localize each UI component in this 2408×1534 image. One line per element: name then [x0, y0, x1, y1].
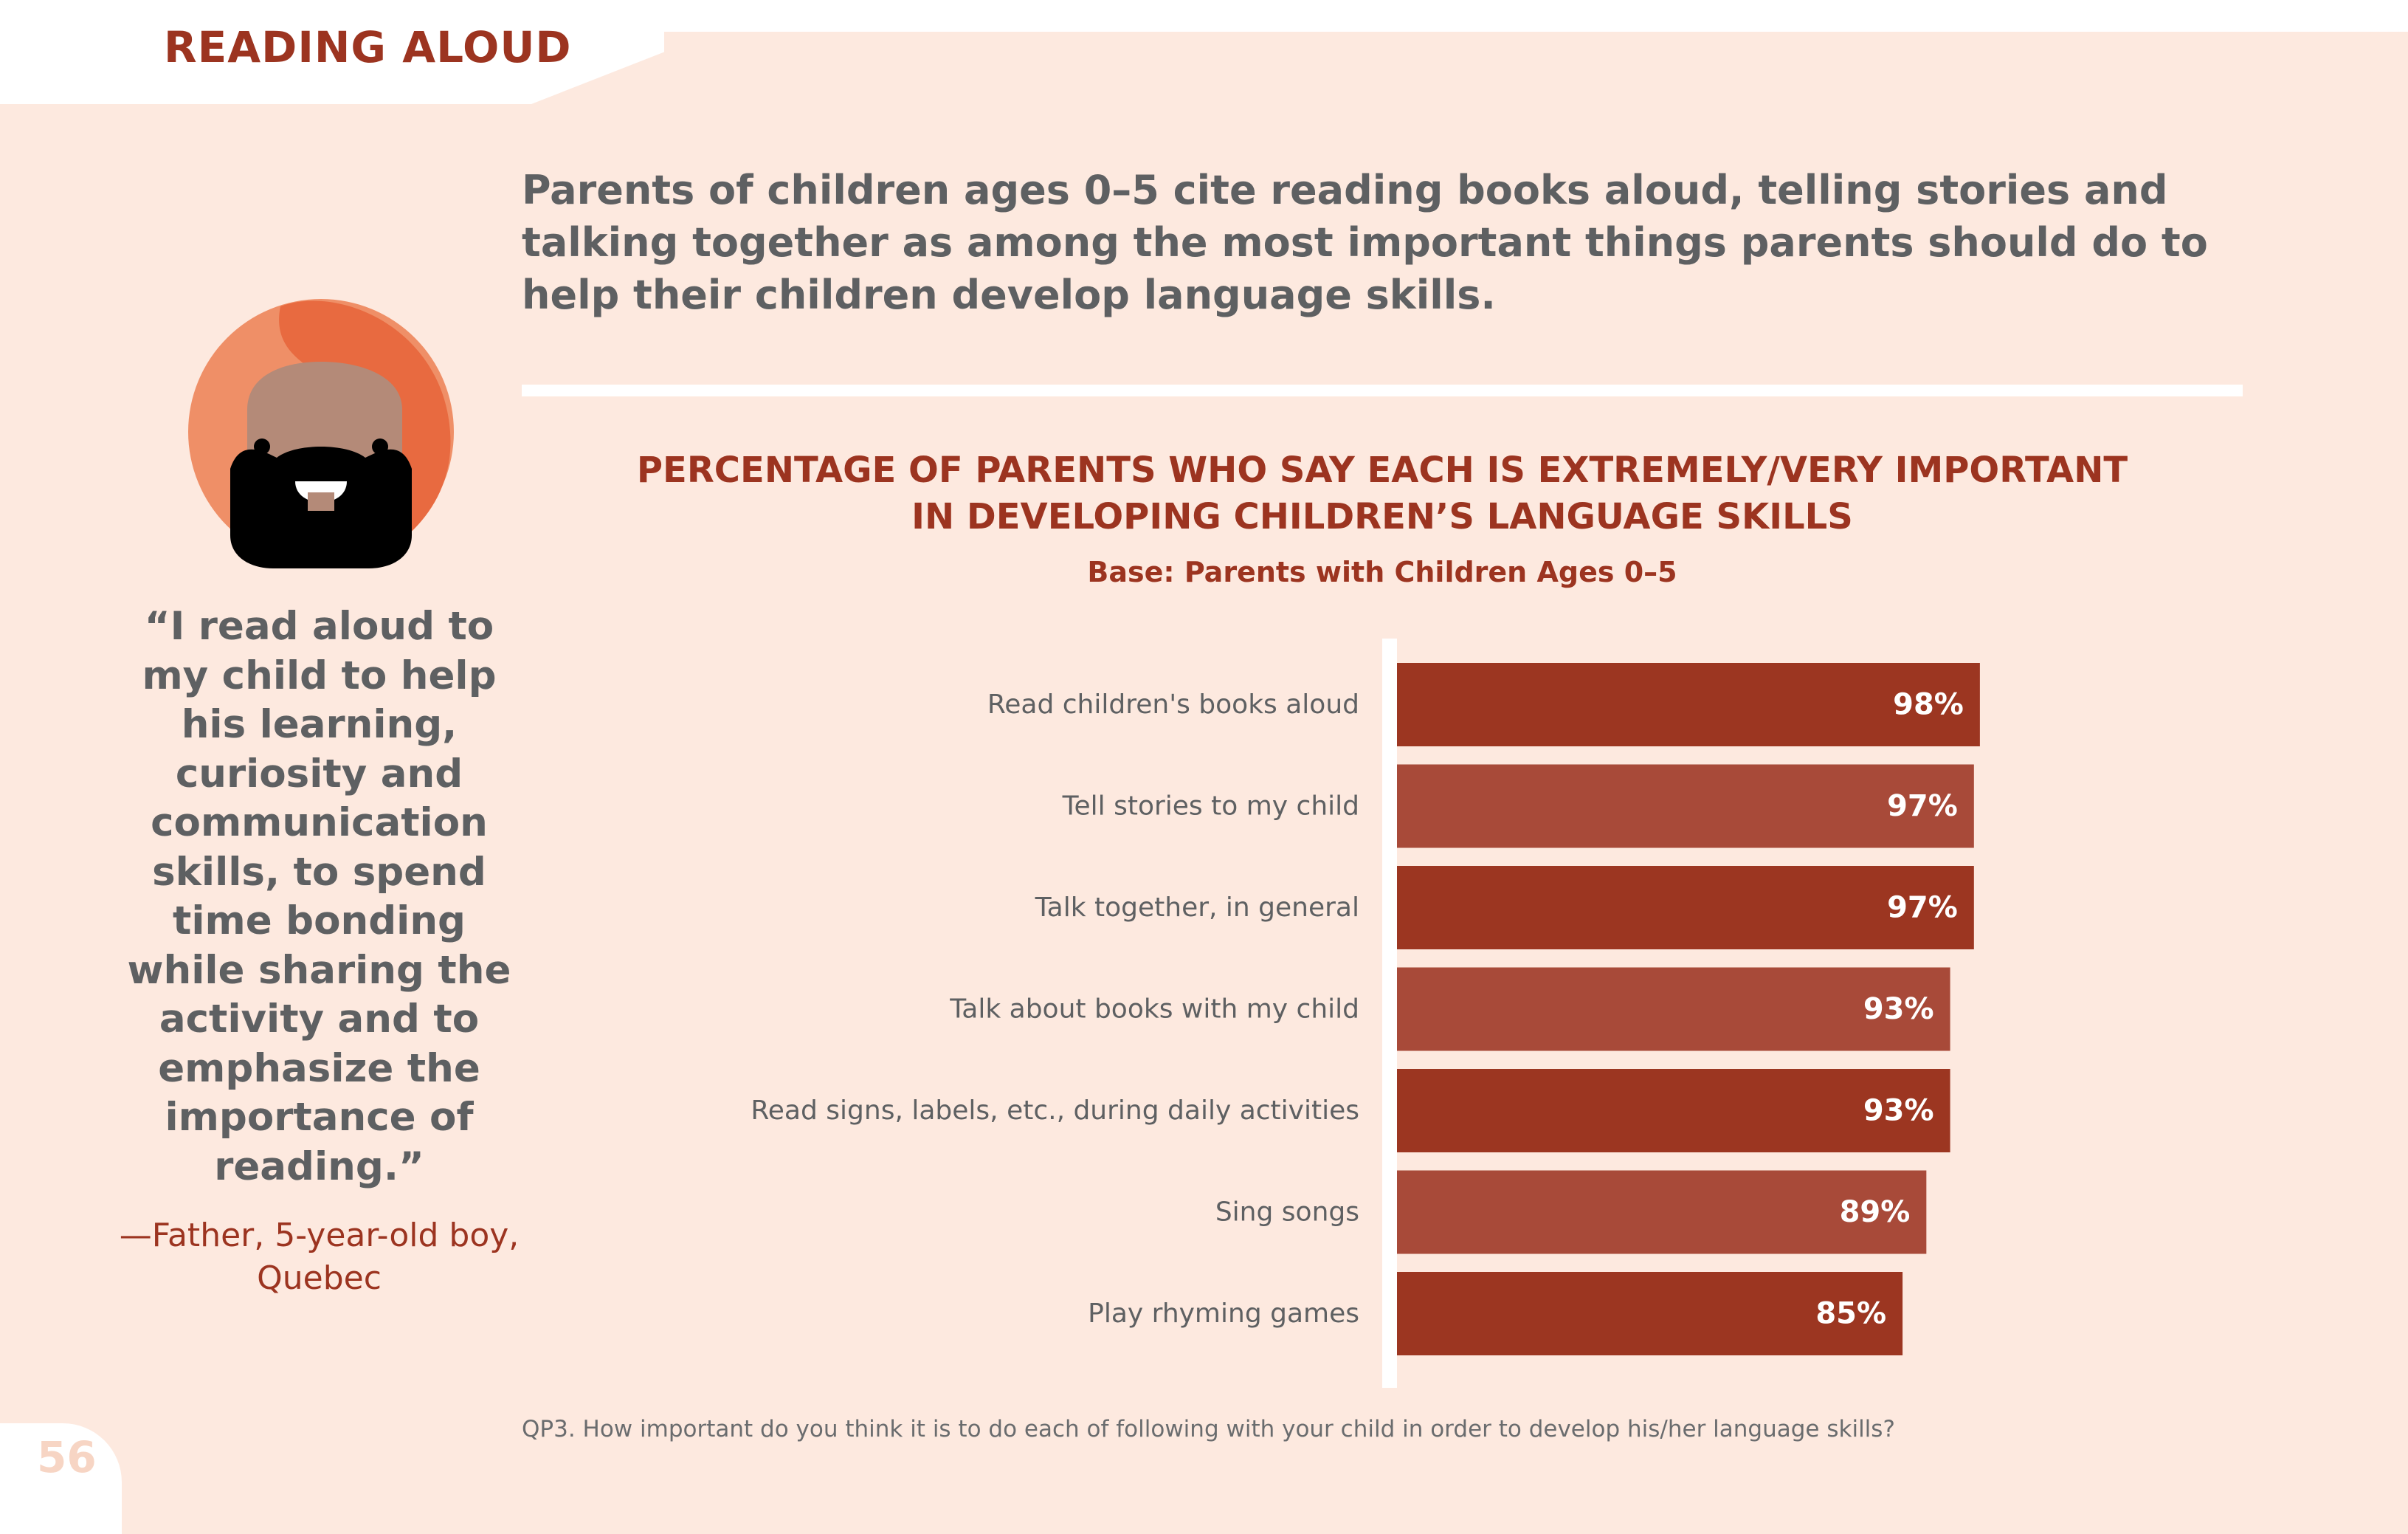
bar — [1397, 1069, 1950, 1152]
parent-quote: “I read aloud to my child to help his le… — [127, 604, 511, 1189]
category-label: Read children's books aloud — [987, 689, 1359, 720]
header-tab — [0, 0, 664, 104]
bar — [1397, 1170, 1927, 1254]
value-label: 85% — [1815, 1297, 1886, 1331]
bar — [1397, 1272, 1903, 1355]
chart-title: PERCENTAGE OF PARENTS WHO SAY EACH IS EX… — [522, 447, 2243, 540]
value-label: 89% — [1840, 1195, 1911, 1229]
category-label: Sing songs — [1215, 1197, 1359, 1228]
quote-attribution: —Father, 5-year-old boy, Quebec — [119, 1217, 520, 1297]
axis-line — [1382, 639, 1397, 1388]
category-label: Play rhyming games — [1088, 1299, 1359, 1329]
category-label: Tell stories to my child — [1062, 791, 1359, 822]
value-label: 93% — [1863, 992, 1934, 1026]
section-title: READING ALOUD — [164, 22, 572, 72]
bar — [1397, 663, 1980, 746]
value-label: 97% — [1887, 891, 1958, 925]
value-label: 93% — [1863, 1094, 1934, 1128]
category-label: Read signs, labels, etc., during daily a… — [751, 1096, 1359, 1126]
footnote: QP3. How important do you think it is to… — [522, 1416, 1895, 1442]
bar — [1397, 967, 1950, 1051]
page-number: 56 — [37, 1432, 97, 1482]
chart-title-line-2: IN DEVELOPING CHILDREN’S LANGUAGE SKILLS — [911, 496, 1853, 537]
value-label: 98% — [1893, 688, 1964, 722]
chart-title-line-1: PERCENTAGE OF PARENTS WHO SAY EACH IS EX… — [636, 450, 2128, 491]
value-label: 97% — [1887, 789, 1958, 823]
chart-subtitle: Base: Parents with Children Ages 0–5 — [1087, 556, 1677, 588]
intro-text: Parents of children ages 0–5 cite readin… — [522, 167, 2208, 318]
bar — [1397, 866, 1974, 949]
father-avatar-icon — [188, 299, 454, 568]
category-label: Talk together, in general — [1035, 892, 1359, 923]
divider — [522, 385, 2243, 396]
category-label: Talk about books with my child — [949, 994, 1359, 1025]
bar — [1397, 764, 1974, 848]
